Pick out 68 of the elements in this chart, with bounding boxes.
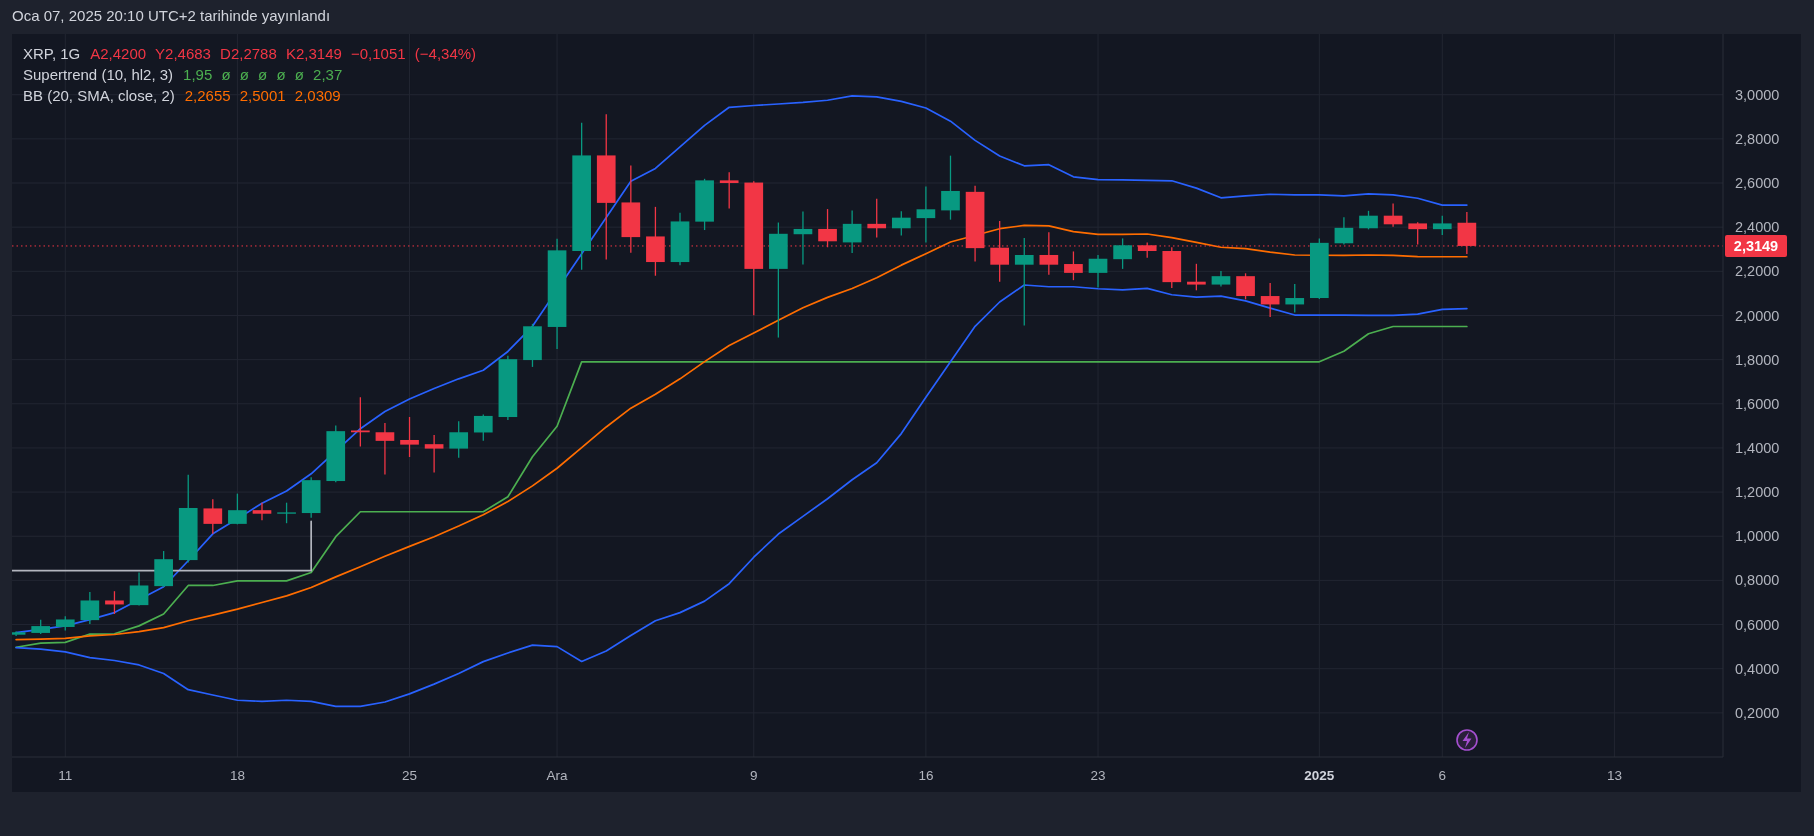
annotation: XRP, 1G bbox=[23, 45, 81, 62]
chart-title: Oca 07, 2025 20:10 UTC+2 tarihinde yayınlandı bbox=[12, 7, 331, 24]
x-tick-label: 18 bbox=[229, 767, 245, 783]
y-tick-label: 2,4000 bbox=[1735, 219, 1780, 236]
y-tick-label: 0,2000 bbox=[1735, 704, 1780, 721]
candlestick bbox=[1334, 216, 1354, 246]
candlestick bbox=[473, 413, 493, 442]
y-tick-label: 1,8000 bbox=[1735, 351, 1780, 368]
candlestick bbox=[277, 502, 296, 524]
candlestick bbox=[1359, 210, 1378, 231]
candlestick bbox=[449, 420, 469, 459]
y-tick-label: 1,4000 bbox=[1735, 440, 1780, 457]
ref-line-label: 2,3149 bbox=[1733, 238, 1779, 255]
candlestick bbox=[228, 492, 247, 525]
candlestick bbox=[1088, 254, 1108, 289]
candlestick bbox=[129, 571, 149, 607]
x-tick-label: 2025 bbox=[1304, 767, 1335, 783]
y-tick-label: 2,2000 bbox=[1735, 263, 1780, 280]
candlestick bbox=[1064, 250, 1083, 281]
candlestick bbox=[793, 210, 813, 266]
line-series bbox=[15, 224, 1468, 641]
y-tick-label: 1,0000 bbox=[1735, 528, 1780, 545]
candlestick bbox=[375, 422, 395, 476]
x-tick-label: 9 bbox=[750, 767, 758, 783]
candlestick bbox=[1260, 282, 1280, 318]
y-tick-label: 2,6000 bbox=[1735, 175, 1780, 192]
annotation: A2,4200 Y2,4683 D2,2788 K2,3149 −0,1051 (−4,34%) bbox=[90, 45, 477, 62]
candlestick bbox=[842, 209, 862, 254]
candlestick bbox=[80, 591, 100, 625]
y-tick-label: 1,2000 bbox=[1735, 484, 1780, 501]
candlestick bbox=[1113, 237, 1132, 270]
candlestick bbox=[105, 590, 124, 615]
annotation: Supertrend (10, hl2, 3) bbox=[23, 66, 174, 83]
y-tick-label: 2,8000 bbox=[1735, 130, 1780, 147]
y-tick-label: 0,4000 bbox=[1735, 660, 1780, 677]
candlestick bbox=[203, 498, 223, 535]
candlestick bbox=[719, 171, 739, 210]
candlestick bbox=[818, 208, 837, 248]
x-tick-label: 6 bbox=[1438, 767, 1447, 783]
line-series bbox=[15, 325, 1468, 649]
y-tick-label: 1,6000 bbox=[1735, 395, 1780, 412]
annotation: 2,2655 2,5001 2,0309 bbox=[184, 87, 341, 104]
x-tick-label: 25 bbox=[402, 767, 418, 783]
candlestick bbox=[1236, 272, 1255, 301]
candlestick bbox=[867, 198, 887, 239]
x-tick-label: 13 bbox=[1606, 767, 1622, 783]
y-tick-label: 2,0000 bbox=[1735, 307, 1780, 324]
annotation: BB (20, SMA, close, 2) bbox=[23, 87, 175, 104]
line-series bbox=[15, 284, 1468, 708]
y-tick-label: 3,0000 bbox=[1735, 86, 1780, 103]
candlestick bbox=[400, 416, 419, 458]
x-tick-label: 16 bbox=[918, 767, 934, 783]
x-tick-label: 11 bbox=[58, 767, 73, 783]
y-tick-label: 0,8000 bbox=[1735, 572, 1780, 589]
candlestick bbox=[252, 502, 272, 521]
candlestick bbox=[1014, 237, 1034, 327]
x-tick-label: Ara bbox=[546, 767, 569, 783]
x-tick-label: 23 bbox=[1090, 767, 1106, 783]
candlestick bbox=[891, 210, 911, 237]
candlestick bbox=[916, 185, 936, 244]
candlestick bbox=[1187, 263, 1206, 291]
candlestick bbox=[424, 434, 444, 474]
candlestick bbox=[1432, 215, 1452, 236]
candlestick bbox=[1285, 283, 1305, 314]
candlestick bbox=[351, 396, 370, 448]
candlestick bbox=[941, 154, 960, 221]
y-tick-label: 0,6000 bbox=[1735, 616, 1780, 633]
annotation: 1,95 ø ø ø ø ø 2,37 bbox=[183, 66, 343, 83]
